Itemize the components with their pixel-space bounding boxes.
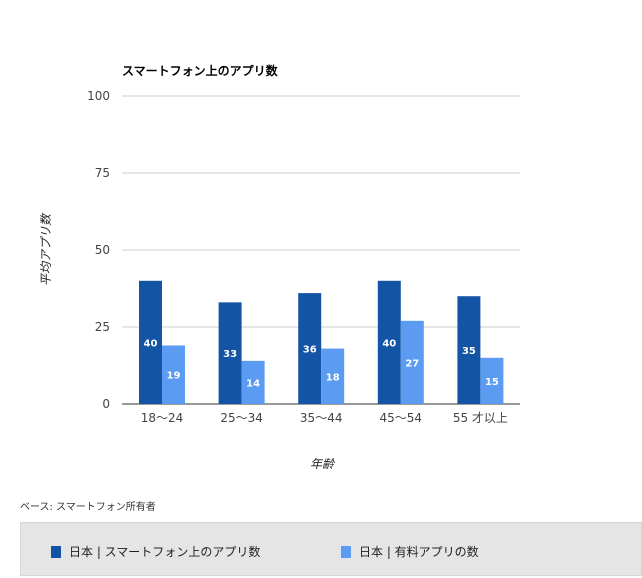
legend-swatch-series-1 — [51, 545, 61, 558]
base-note: ベース: スマートフォン所有者 — [20, 502, 156, 513]
data-label: 40 — [382, 338, 396, 349]
bar-series-2 — [400, 320, 424, 404]
legend-item-series-1: 日本 | スマートフォン上のアプリ数 — [51, 543, 260, 560]
y-axis-ticks: 0 25 50 75 100 — [87, 89, 110, 411]
x-tick-label: 25〜34 — [220, 411, 263, 425]
y-tick-label: 75 — [95, 166, 110, 180]
bar-series-2 — [162, 345, 185, 404]
y-tick-label: 50 — [95, 243, 110, 257]
chart: スマートフォン上のアプリ数 0 25 50 75 100 40 19 33 14 36 18 40 2… — [39, 63, 520, 471]
data-label: 15 — [485, 377, 499, 388]
x-tick-label: 18〜24 — [141, 411, 184, 425]
bar-series-1 — [377, 280, 401, 404]
bars: 40 19 33 14 36 18 40 27 35 15 — [139, 280, 504, 404]
bar-series-2 — [480, 357, 504, 404]
bar-series-1 — [218, 302, 242, 404]
data-label: 36 — [303, 345, 317, 356]
data-label: 14 — [246, 378, 260, 389]
data-label: 19 — [167, 371, 181, 382]
y-tick-label: 25 — [95, 320, 110, 334]
legend: 日本 | スマートフォン上のアプリ数 日本 | 有料アプリの数 — [20, 522, 642, 576]
x-tick-label: 45〜54 — [380, 411, 423, 425]
grid — [122, 95, 520, 405]
bar-series-1 — [457, 296, 481, 404]
legend-swatch-series-2 — [341, 545, 351, 558]
bar-series-2 — [241, 360, 265, 404]
x-tick-label: 35〜44 — [300, 411, 343, 425]
legend-item-series-2: 日本 | 有料アプリの数 — [341, 543, 479, 560]
y-tick-label: 100 — [87, 89, 110, 103]
data-label: 18 — [326, 372, 340, 383]
legend-label-series-1: 日本 | スマートフォン上のアプリ数 — [69, 545, 261, 559]
x-axis-title: 年齢 — [310, 457, 336, 471]
legend-label-series-2: 日本 | 有料アプリの数 — [359, 545, 479, 559]
bar-series-1 — [139, 280, 162, 404]
y-axis-title: 平均アプリ数 — [39, 212, 53, 286]
data-label: 27 — [405, 358, 419, 369]
data-label: 40 — [144, 338, 158, 349]
x-axis-ticks: 18〜24 25〜34 35〜44 45〜54 55 才以上 — [141, 411, 508, 425]
x-tick-label: 55 才以上 — [453, 411, 508, 425]
data-label: 35 — [462, 346, 476, 357]
chart-title: スマートフォン上のアプリ数 — [122, 63, 279, 78]
y-tick-label: 0 — [102, 397, 110, 411]
bar-series-2 — [321, 348, 345, 404]
bar-series-1 — [298, 293, 322, 404]
data-label: 33 — [223, 349, 237, 360]
